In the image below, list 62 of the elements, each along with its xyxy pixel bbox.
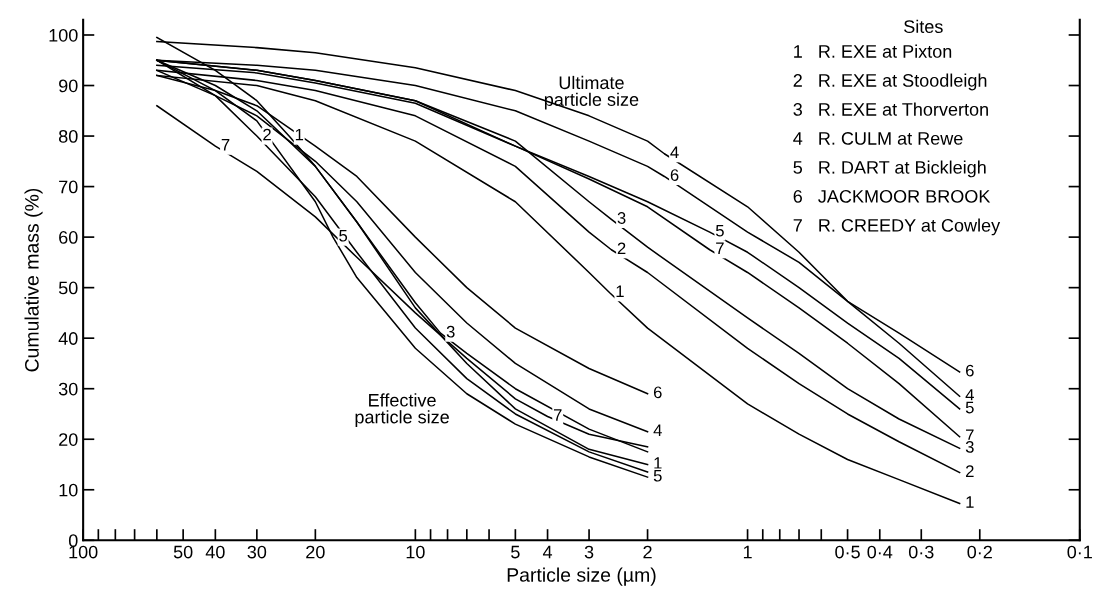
y-tick-label: 20 <box>59 433 78 446</box>
annotation: Effective particle size <box>355 393 449 428</box>
x-tick-label: 1 <box>743 545 752 559</box>
x-axis-title: Particle size (µm) <box>507 567 656 586</box>
y-tick-label: 90 <box>59 79 78 93</box>
annotation: 1 <box>616 285 624 298</box>
annotation: 3 <box>617 212 626 224</box>
x-tick-label: 0·5 <box>835 545 860 559</box>
annotation: 4 <box>965 389 974 401</box>
annotation: 5 <box>715 224 724 237</box>
x-tick-label: 0·4 <box>867 545 893 559</box>
x-tick-label: 4 <box>542 545 553 559</box>
x-tick-label: 40 <box>205 545 225 559</box>
y-tick-label: 80 <box>58 129 78 143</box>
x-tick-label: 0·3 <box>908 545 934 559</box>
y-tick-label: 100 <box>49 28 78 42</box>
annotation: 7 R. CREEDY at Cowley <box>793 218 1001 236</box>
x-tick-label: 0·2 <box>967 545 992 559</box>
annotation: 7 <box>716 242 724 255</box>
annotation: 1 <box>295 128 304 141</box>
y-axis-title: Cumulative mass (%) <box>24 188 43 372</box>
x-tick-label: 2 <box>643 545 652 559</box>
annotation: 3 <box>446 325 455 338</box>
x-tick-label: 50 <box>173 545 193 559</box>
x-tick-label: 0·1 <box>1067 545 1092 559</box>
annotation: 2 <box>617 242 626 255</box>
annotation: 7 <box>553 409 562 421</box>
annotation: 6 JACKMOOR BROOK <box>793 190 991 203</box>
annotation: 4 R. CULM at Rewe <box>793 132 963 145</box>
annotation: Sites <box>904 19 943 34</box>
annotation: 5 <box>965 401 974 414</box>
annotation: 4 <box>670 146 679 159</box>
annotation: 1 <box>654 457 662 469</box>
annotation: 6 <box>653 386 662 399</box>
y-tick-label: 40 <box>58 332 78 345</box>
x-tick-label: 10 <box>406 545 425 559</box>
y-tick-label: 10 <box>59 483 78 497</box>
annotation: 5 <box>653 469 662 482</box>
annotation: 5 <box>339 229 348 242</box>
annotation: 2 R. EXE at Stoodleigh <box>793 73 987 91</box>
annotation: 3 R. EXE at Thorverton <box>793 102 988 116</box>
annotation: 3 <box>965 441 974 453</box>
annotation: 6 <box>966 364 974 377</box>
y-tick-label: 50 <box>58 281 78 295</box>
y-tick-label: 0 <box>68 534 78 548</box>
annotation: 2 <box>263 128 271 141</box>
annotation: 6 <box>670 169 679 181</box>
annotation: 7 <box>221 139 230 151</box>
annotation: 1 <box>966 496 974 508</box>
x-tick-label: 30 <box>247 545 267 559</box>
y-tick-label: 60 <box>59 231 78 244</box>
annotation: 4 <box>653 424 662 436</box>
annotation: 2 <box>966 465 974 477</box>
x-tick-label: 100 <box>69 545 98 559</box>
annotation: 5 R. DART at Bickleigh <box>793 160 986 178</box>
y-tick-label: 70 <box>59 180 78 194</box>
y-tick-label: 30 <box>58 382 78 396</box>
x-tick-label: 5 <box>511 545 520 559</box>
annotation: Ultimate particle size <box>544 75 639 110</box>
x-tick-label: 20 <box>306 545 325 559</box>
x-tick-label: 3 <box>584 545 594 559</box>
annotation: 1 R. EXE at Pixton <box>794 44 952 58</box>
